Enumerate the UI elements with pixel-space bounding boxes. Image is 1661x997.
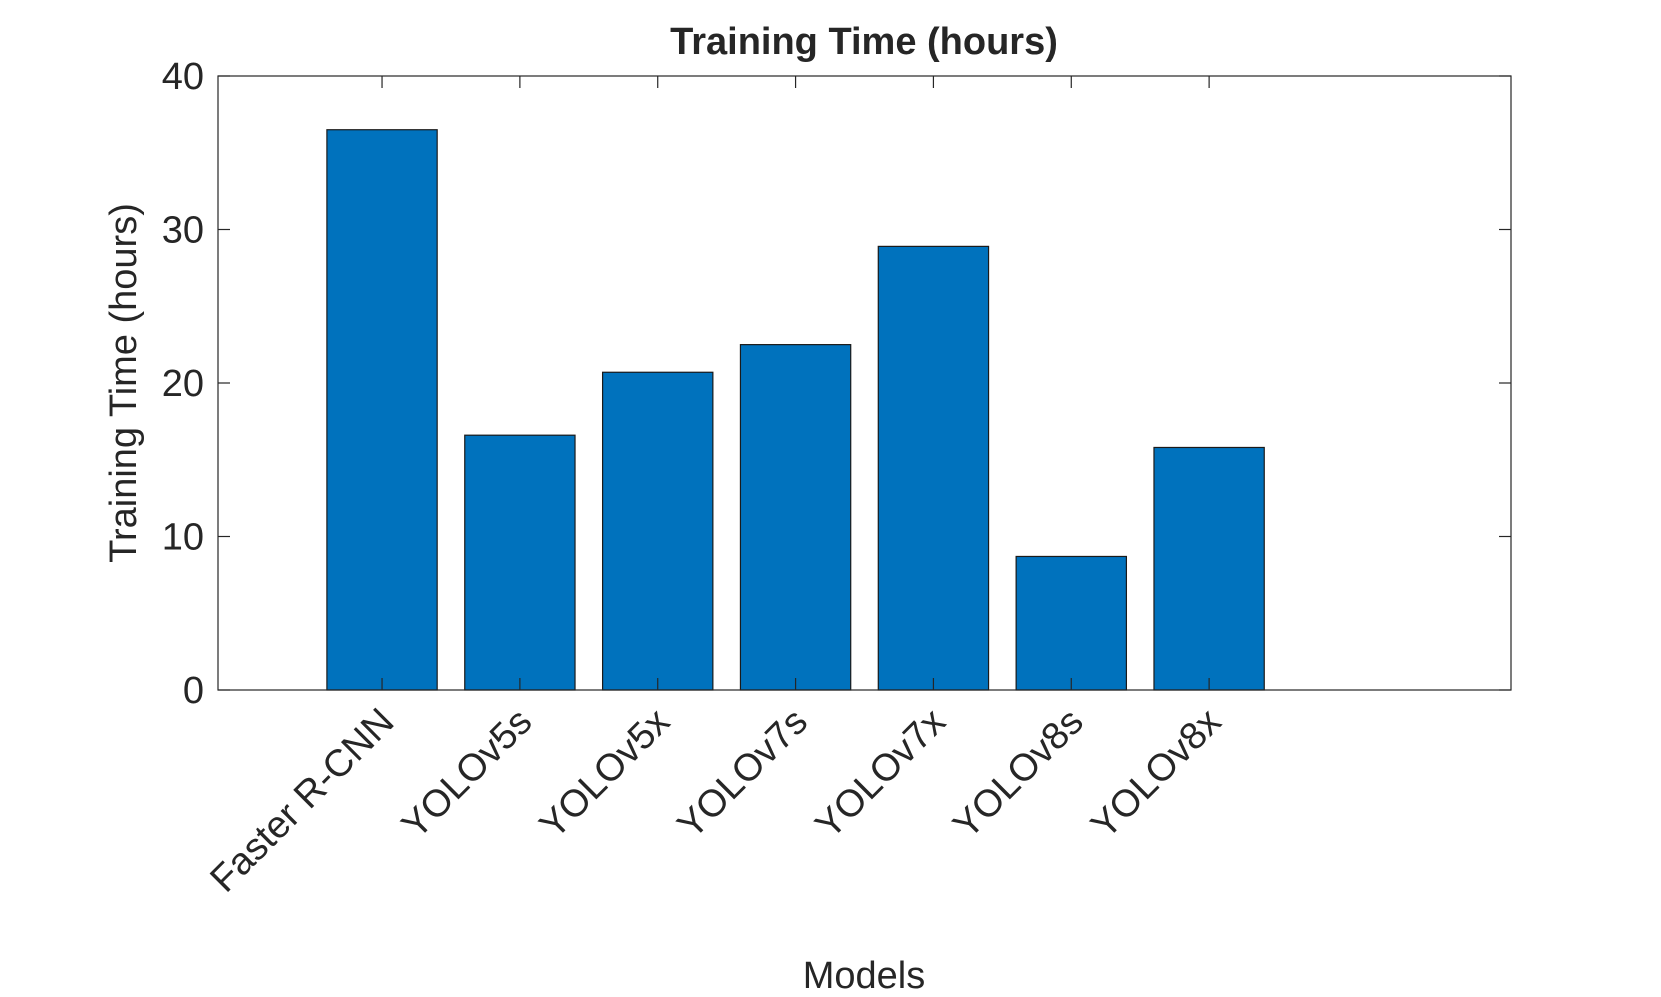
bar xyxy=(326,129,438,691)
x-tick-label: Faster R-CNN xyxy=(203,701,403,901)
bar xyxy=(1015,555,1128,691)
bar xyxy=(464,434,576,691)
axes-box xyxy=(217,75,1512,691)
bar xyxy=(1153,446,1265,691)
y-axis-label: Training Time (hours) xyxy=(103,203,145,563)
y-tick-label: 20 xyxy=(162,363,204,405)
bar xyxy=(739,344,852,691)
y-tick-label: 0 xyxy=(183,670,204,712)
y-tick-label: 30 xyxy=(162,210,204,252)
x-tick-label: YOLOv7s xyxy=(670,701,816,847)
y-tick-label: 40 xyxy=(162,56,204,98)
x-tick-label: YOLOv8s xyxy=(945,701,1091,847)
chart-title: Training Time (hours) xyxy=(670,21,1058,63)
x-tick-label: YOLOv5x xyxy=(532,701,678,847)
bar xyxy=(601,371,714,691)
bar xyxy=(877,245,990,691)
x-tick-label: YOLOv7x xyxy=(808,701,954,847)
x-tick-label: YOLOv5s xyxy=(394,701,540,847)
y-tick-label: 10 xyxy=(162,517,204,559)
x-tick-label: YOLOv8x xyxy=(1083,701,1229,847)
x-axis-label: Models xyxy=(803,955,926,997)
